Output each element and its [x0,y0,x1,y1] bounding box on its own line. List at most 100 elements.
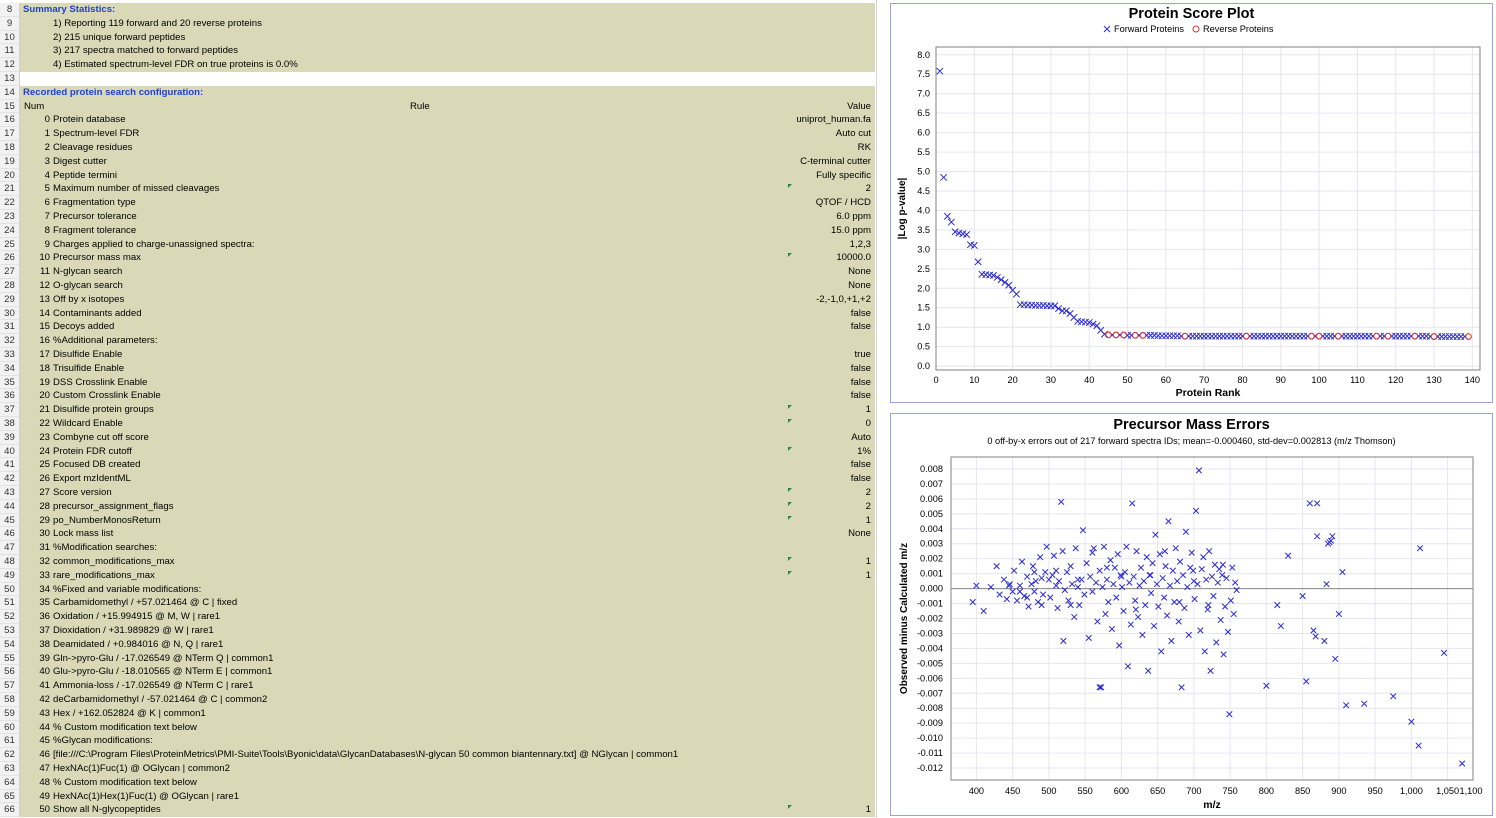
error-indicator-icon[interactable] [788,515,792,520]
row-cells[interactable]: 35 Carbamidomethyl / +57.021464 @ C | fix… [20,596,875,611]
row-cells[interactable]: 46 [file:///C:\Program Files\ProteinMetri… [20,748,875,762]
row-number[interactable]: 48 [0,555,20,569]
row-number[interactable]: 38 [0,417,20,431]
row-number[interactable]: 9 [0,16,20,31]
row-number[interactable]: 45 [0,513,20,528]
error-indicator-icon[interactable] [788,405,792,410]
row-number[interactable]: 35 [0,375,20,390]
row-cells[interactable]: 9 Charges applied to charge-unassigned sp… [20,237,875,252]
row-number[interactable]: 12 [0,58,20,72]
row-number[interactable]: 65 [0,789,20,804]
row-number[interactable]: 17 [0,127,20,141]
row-cells[interactable]: 5 Maximum number of missed cleavages 2 [20,182,875,197]
row-cells[interactable]: 10 Precursor mass max 10000.0 [20,251,875,266]
row-cells[interactable]: 19 DSS Crosslink Enable false [20,375,875,390]
row-cells[interactable]: 31 %Modification searches: [20,541,875,555]
spreadsheet-grid[interactable]: 8 Summary Statistics: 9 1) Reporting 119 fo… [0,0,876,818]
row-number[interactable]: 22 [0,196,20,210]
error-indicator-icon[interactable] [788,446,792,451]
row-cells[interactable]: 50 Show all N-glycopeptides 1 [20,803,875,818]
row-number[interactable]: 54 [0,637,20,652]
row-cells[interactable]: 26 Export mzIdentML false [20,472,875,486]
row-cells[interactable]: 43 Hex / +162.052824 @ K | common1 [20,706,875,721]
row-cells[interactable]: 32 common_modifications_max 1 [20,555,875,569]
error-indicator-icon[interactable] [788,184,792,189]
row-cells[interactable]: 6 Fragmentation type QTOF / HCD [20,196,875,210]
row-cells[interactable]: Num Rule Value [20,99,875,114]
row-cells[interactable]: 8 Fragment tolerance 15.0 ppm [20,223,875,238]
row-cells[interactable]: Recorded protein search configuration: [20,85,875,100]
row-number[interactable]: 51 [0,596,20,611]
row-cells[interactable]: 25 Focused DB created false [20,458,875,473]
row-number[interactable]: 58 [0,693,20,707]
row-number[interactable]: 64 [0,775,20,790]
row-number[interactable]: 37 [0,403,20,417]
row-number[interactable]: 11 [0,44,20,59]
row-number[interactable]: 29 [0,292,20,307]
row-cells[interactable]: 49 HexNAc(1)Hex(1)Fuc(1) @ OGlycan | rare… [20,789,875,804]
row-cells[interactable]: 18 Trisulfide Enable false [20,361,875,376]
row-number[interactable]: 46 [0,527,20,542]
row-number[interactable]: 43 [0,486,20,500]
row-cells[interactable]: 36 Oxidation / +15.994915 @ M, W | rare1 [20,610,875,624]
row-number[interactable]: 14 [0,85,20,100]
row-number[interactable]: 33 [0,348,20,362]
row-number[interactable]: 25 [0,237,20,252]
row-number[interactable]: 57 [0,679,20,693]
row-cells[interactable]: 45 %Glycan modifications: [20,734,875,749]
row-cells[interactable]: 44% Custom modification text below [20,720,875,735]
row-number[interactable]: 41 [0,458,20,473]
row-number[interactable]: 30 [0,306,20,321]
error-indicator-icon[interactable] [788,557,792,561]
row-cells[interactable]: 42 deCarbamidomethyl / -57.021464 @ C | c… [20,693,875,707]
row-number[interactable]: 63 [0,762,20,776]
row-cells[interactable]: 30 Lock mass list None [20,527,875,542]
row-cells[interactable]: 29 po_NumberMonosReturn 1 [20,513,875,528]
row-number[interactable]: 21 [0,182,20,197]
row-cells[interactable]: 1 Spectrum-level FDR Auto cut [20,127,875,141]
row-number[interactable]: 19 [0,154,20,169]
row-number[interactable]: 13 [0,72,20,86]
row-number[interactable]: 8 [0,3,20,17]
row-cells[interactable]: 28 precursor_assignment_flags 2 [20,499,875,514]
row-number[interactable]: 26 [0,251,20,266]
row-number[interactable]: 59 [0,706,20,721]
row-cells[interactable]: 13 Off by x isotopes -2,-1,0,+1,+2 [20,292,875,307]
row-cells[interactable]: 34 %Fixed and variable modifications: [20,582,875,597]
row-cells[interactable]: 33 rare_modifications_max 1 [20,568,875,583]
row-number[interactable]: 31 [0,320,20,335]
row-cells[interactable]: 27 Score version 2 [20,486,875,500]
row-cells[interactable]: 11 N-glycan search None [20,265,875,279]
row-cells[interactable]: 41 Ammonia-loss / -17.026549 @ NTerm C | … [20,679,875,693]
error-indicator-icon[interactable] [788,488,792,492]
row-number[interactable]: 34 [0,361,20,376]
row-cells[interactable]: Summary Statistics: [20,3,875,17]
row-cells[interactable]: 48% Custom modification text below [20,775,875,790]
error-indicator-icon[interactable] [788,253,792,258]
error-indicator-icon[interactable] [788,805,792,810]
row-number[interactable]: 60 [0,720,20,735]
row-number[interactable]: 47 [0,541,20,555]
row-number[interactable]: 10 [0,30,20,45]
row-cells[interactable]: 38 Deamidated / +0.984016 @ N, Q | rare1 [20,637,875,652]
row-number[interactable]: 36 [0,389,20,404]
row-number[interactable]: 15 [0,99,20,114]
row-number[interactable]: 66 [0,803,20,818]
row-cells[interactable]: 4) Estimated spectrum-level FDR on true … [20,58,875,72]
row-number[interactable]: 52 [0,610,20,624]
row-number[interactable]: 56 [0,665,20,680]
row-cells[interactable]: 39 Gln->pyro-Glu / -17.026549 @ NTerm Q |… [20,651,875,666]
row-cells[interactable]: 12 O-glycan search None [20,279,875,293]
row-number[interactable]: 40 [0,444,20,459]
row-cells[interactable]: 40 Glu->pyro-Glu / -18.010565 @ NTerm E |… [20,665,875,680]
row-number[interactable]: 49 [0,568,20,583]
row-number[interactable]: 18 [0,141,20,155]
row-cells[interactable]: 15 Decoys added false [20,320,875,335]
row-number[interactable]: 39 [0,430,20,445]
row-number[interactable]: 24 [0,223,20,238]
row-cells[interactable]: 2 Cleavage residues RK [20,141,875,155]
row-cells[interactable]: 21 Disulfide protein groups 1 [20,403,875,417]
row-cells[interactable]: 37 Dioxidation / +31.989829 @ W | rare1 [20,624,875,638]
error-indicator-icon[interactable] [788,570,792,575]
row-number[interactable]: 32 [0,334,20,348]
